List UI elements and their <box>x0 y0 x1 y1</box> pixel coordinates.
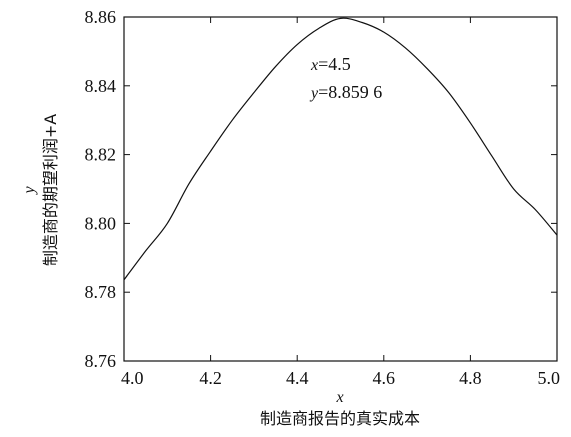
annotation-x: x=4.5 <box>310 54 351 74</box>
x-axis-variable: x <box>335 389 343 406</box>
y-tick-label: 8.84 <box>85 76 117 96</box>
x-tick-label: 4.2 <box>199 368 222 388</box>
tick-labels: 4.0 4.2 4.4 4.6 4.8 5.0 8.76 8.78 8.80 8.82 8.84 8.… <box>85 7 561 388</box>
x-tick-label: 4.8 <box>459 368 482 388</box>
x-tick-label: 4.6 <box>373 368 396 388</box>
series-line <box>123 17 558 281</box>
x-tick-label: 4.4 <box>286 368 309 388</box>
annotation: x=4.5 y=8.859 6 <box>309 54 382 102</box>
y-tick-label: 8.76 <box>85 351 117 371</box>
ticks <box>123 16 558 362</box>
y-tick-label: 8.82 <box>85 145 117 165</box>
plot-frame <box>123 16 558 362</box>
x-axis-title: 制造商报告的真实成本 <box>260 409 420 428</box>
annotation-y: y=8.859 6 <box>309 82 382 102</box>
y-tick-label: 8.80 <box>85 213 117 233</box>
y-axis-title: 制造商的期望利润+A <box>41 114 60 266</box>
y-tick-label: 8.78 <box>85 282 117 302</box>
x-tick-label: 5.0 <box>538 368 561 388</box>
x-tick-label: 4.0 <box>121 368 144 388</box>
plot-area: 4.0 4.2 4.4 4.6 4.8 5.0 8.76 8.78 8.80 8.82 8.84 8.… <box>85 7 561 388</box>
y-axis-variable: y <box>21 186 38 196</box>
y-tick-label: 8.86 <box>85 7 117 27</box>
